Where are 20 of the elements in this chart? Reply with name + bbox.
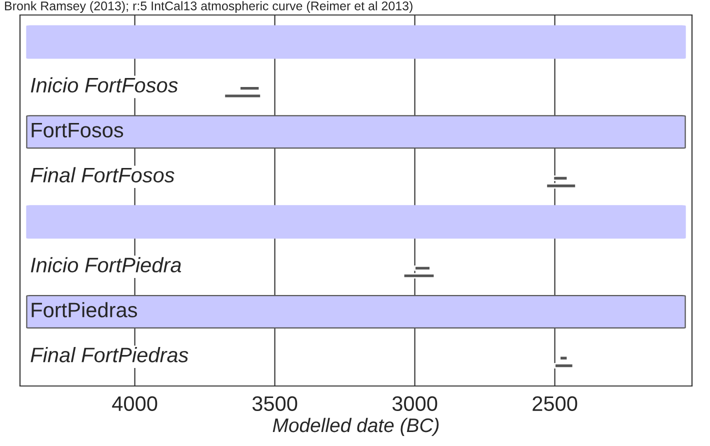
x-tick-label: 3500 — [252, 396, 298, 412]
bar — [554, 363, 574, 368]
bar — [414, 265, 431, 271]
x-axis-title: Modelled date (BC) — [272, 418, 439, 436]
x-tick-label: 2500 — [532, 396, 578, 412]
y-tick-label: Inicio FortPiedra — [30, 257, 182, 272]
y-tick-label: Final FortPiedras — [30, 347, 188, 362]
x-tick-label: 3000 — [392, 396, 438, 412]
chart-title: Bronk Ramsey (2013); r:5 IntCal13 atmospheric curve (Reimer et al 2013) — [5, 1, 412, 13]
y-tick-label: Inicio FortFosos — [30, 77, 178, 93]
bar — [552, 176, 568, 181]
y-tick-label: FortFosos — [32, 122, 124, 138]
bar — [224, 93, 262, 99]
x-tick-label: 4000 — [112, 396, 158, 412]
y-tick-label: FortPiedras — [32, 302, 138, 318]
bar — [546, 183, 576, 189]
bar — [239, 86, 260, 92]
y-tick-label: Final FortFosos — [30, 167, 174, 182]
bar — [559, 355, 568, 361]
bar — [402, 273, 436, 279]
